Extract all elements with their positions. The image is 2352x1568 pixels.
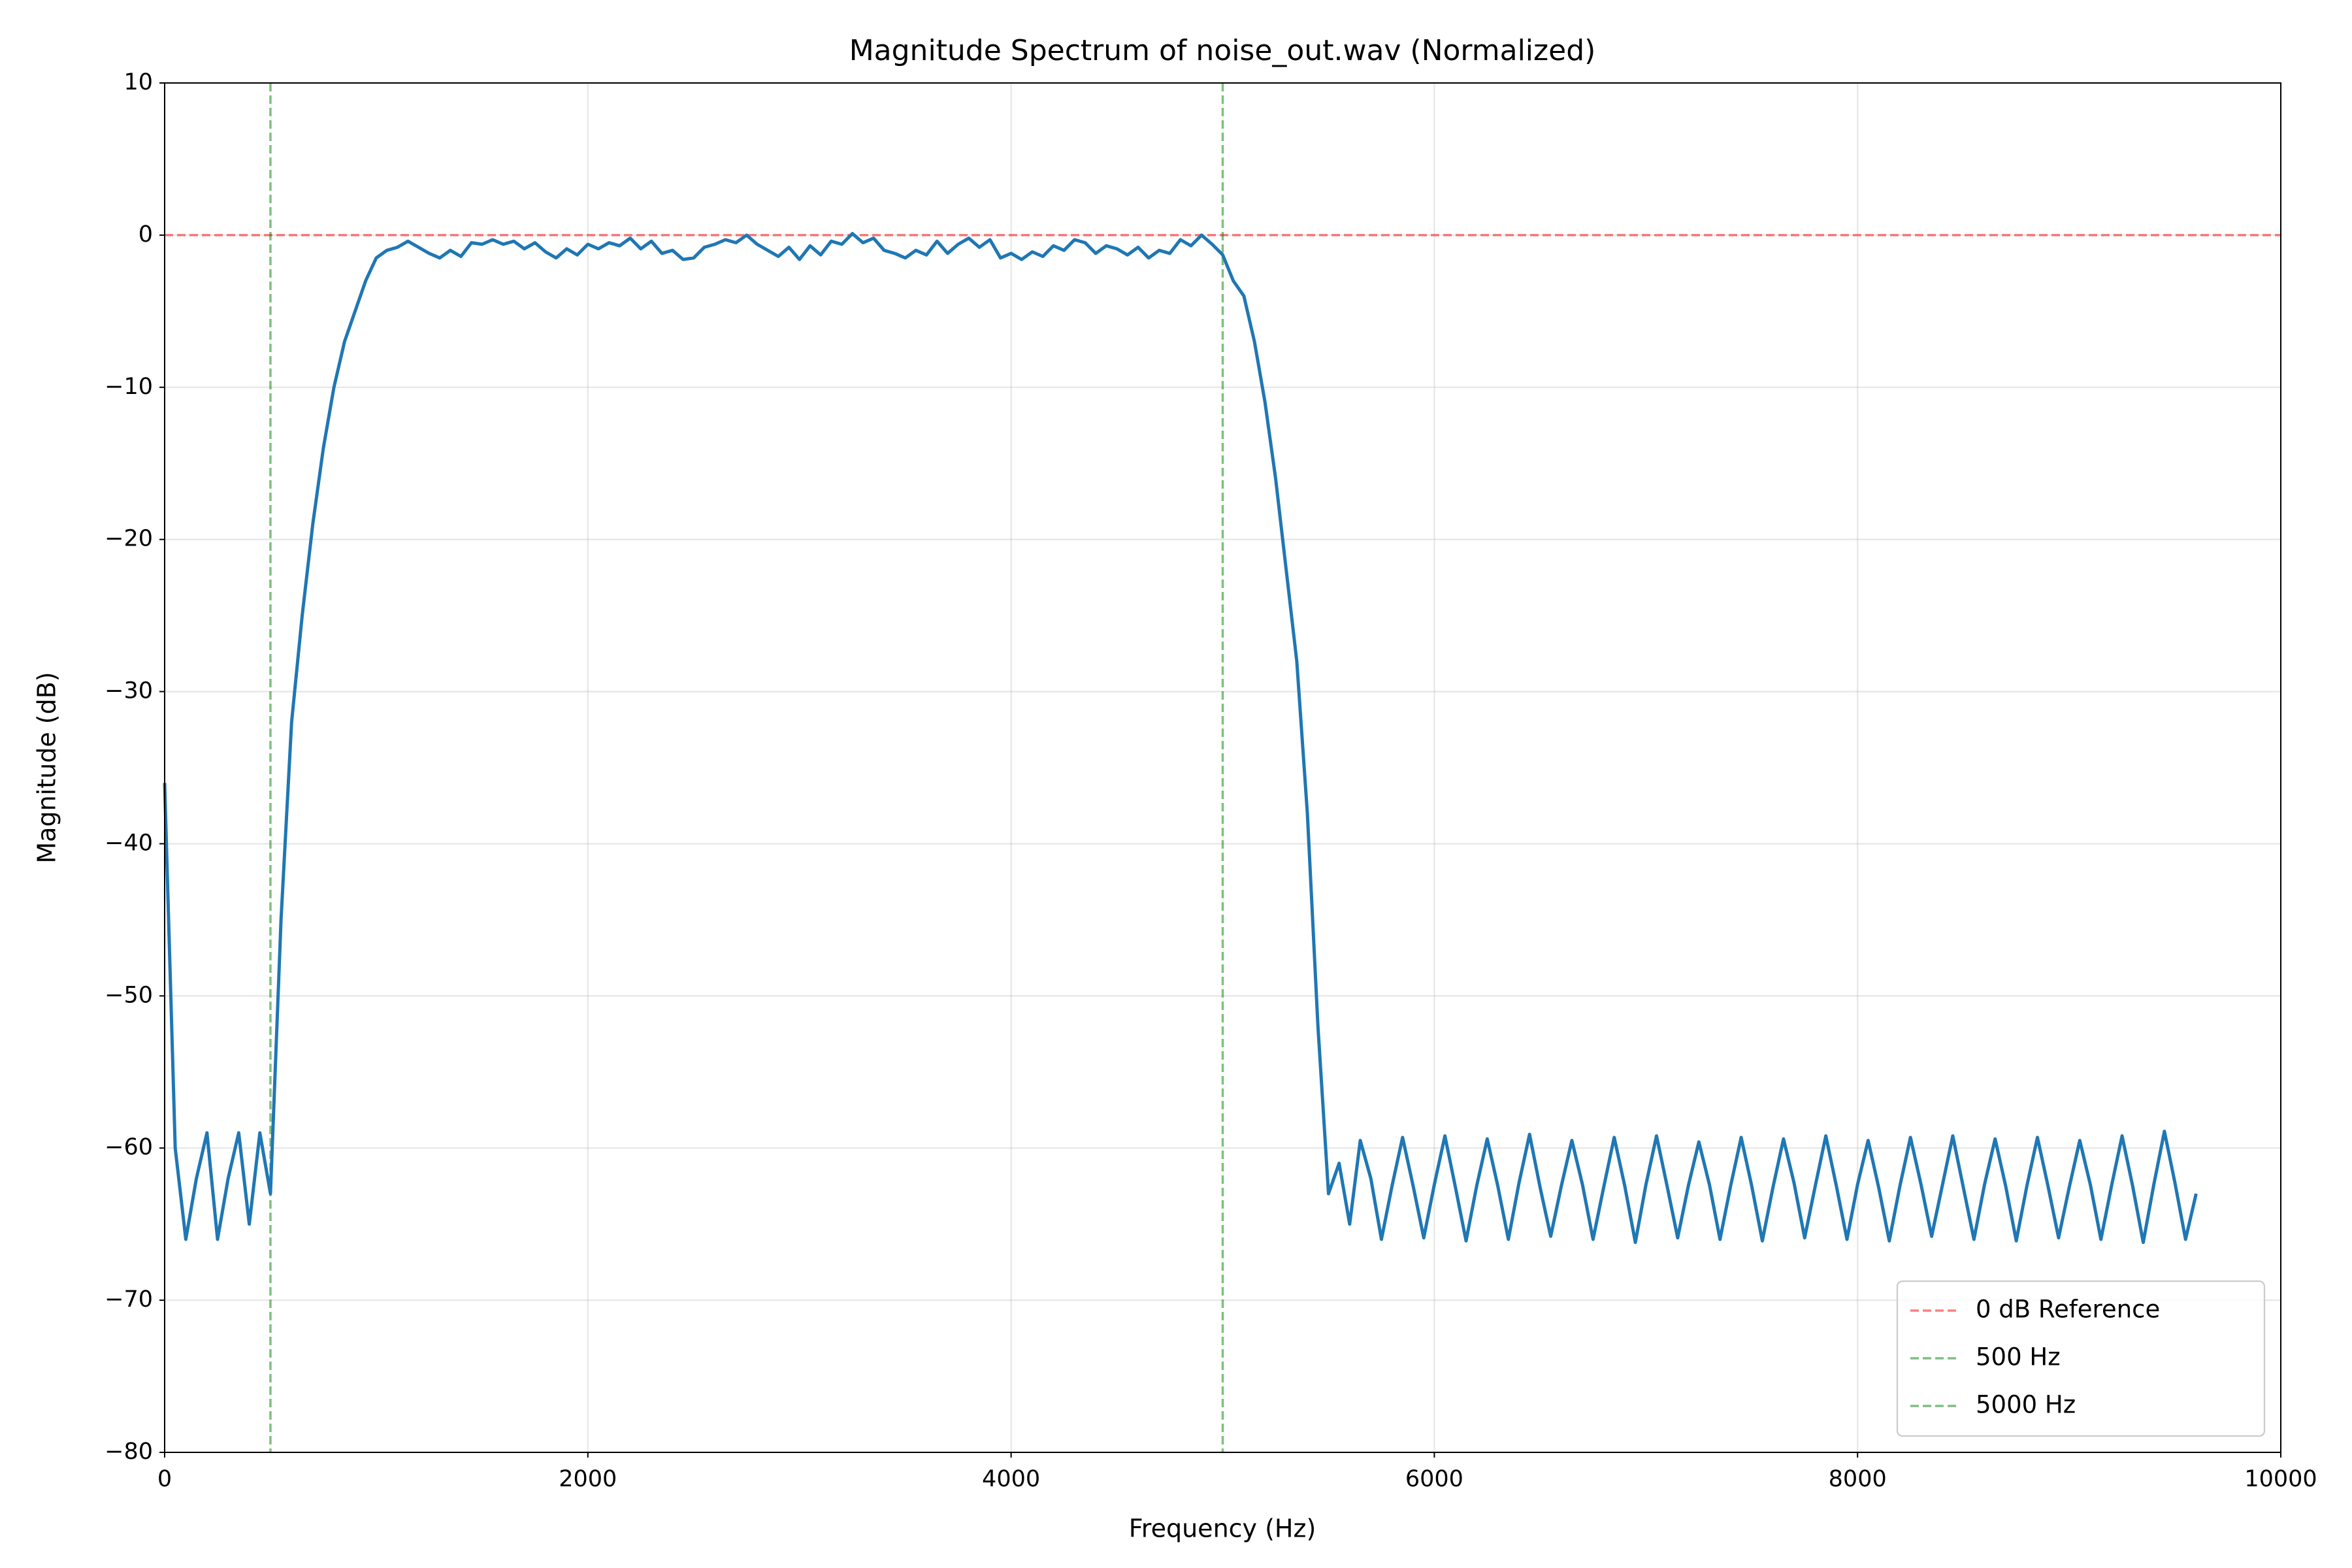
chart-title: Magnitude Spectrum of noise_out.wav (Nor…: [849, 34, 1596, 67]
y-tick-label: −30: [105, 678, 153, 704]
legend: 0 dB Reference 500 Hz 5000 Hz: [1896, 1280, 2266, 1437]
y-tick-label: −50: [105, 982, 153, 1008]
legend-label: 500 Hz: [1976, 1343, 2061, 1371]
x-axis-label: Frequency (Hz): [1129, 1514, 1316, 1543]
y-axis-label: Magnitude (dB): [33, 672, 61, 863]
plot-frame: [164, 82, 2281, 1453]
legend-label: 0 dB Reference: [1976, 1296, 2160, 1324]
y-tick-label: 0: [139, 221, 153, 248]
y-tick-label: −60: [105, 1134, 153, 1160]
y-tick-label: −20: [105, 526, 153, 552]
x-tick-label: 6000: [1405, 1466, 1463, 1492]
x-tick-label: 4000: [982, 1466, 1040, 1492]
y-tick-label: 10: [123, 69, 153, 95]
y-tick-label: −10: [105, 374, 153, 400]
y-tick-label: −70: [105, 1286, 153, 1313]
x-tick-label: 0: [157, 1466, 172, 1492]
x-tick-label: 8000: [1829, 1466, 1887, 1492]
x-tick-label: 10000: [2244, 1466, 2317, 1492]
legend-box: [1896, 1280, 2266, 1437]
legend-label: 5000 Hz: [1976, 1391, 2076, 1419]
y-tick-label: −80: [105, 1439, 153, 1465]
x-tick-label: 2000: [559, 1466, 617, 1492]
y-tick-label: −40: [105, 830, 153, 856]
spectrum-line: [163, 232, 2198, 1245]
